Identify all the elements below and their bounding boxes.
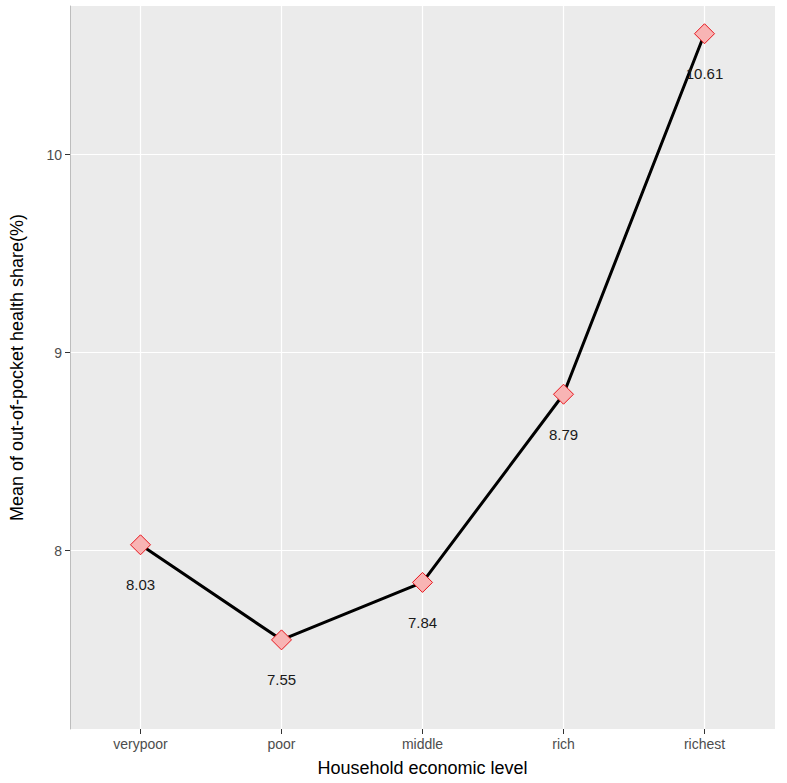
svg-text:8: 8 — [54, 543, 62, 559]
svg-text:9: 9 — [54, 345, 62, 361]
svg-text:middle: middle — [402, 736, 443, 752]
svg-text:10: 10 — [46, 147, 62, 163]
svg-text:8.79: 8.79 — [549, 426, 578, 443]
svg-text:Mean of out-of-pocket health s: Mean of out-of-pocket health share(%) — [7, 214, 27, 521]
svg-text:Household economic level: Household economic level — [317, 758, 527, 778]
svg-text:poor: poor — [267, 736, 295, 752]
svg-text:7.84: 7.84 — [408, 614, 437, 631]
svg-text:verypoor: verypoor — [113, 736, 168, 752]
svg-text:richest: richest — [684, 736, 725, 752]
svg-text:10.61: 10.61 — [686, 65, 724, 82]
svg-text:8.03: 8.03 — [126, 576, 155, 593]
svg-text:rich: rich — [552, 736, 575, 752]
svg-text:7.55: 7.55 — [267, 671, 296, 688]
